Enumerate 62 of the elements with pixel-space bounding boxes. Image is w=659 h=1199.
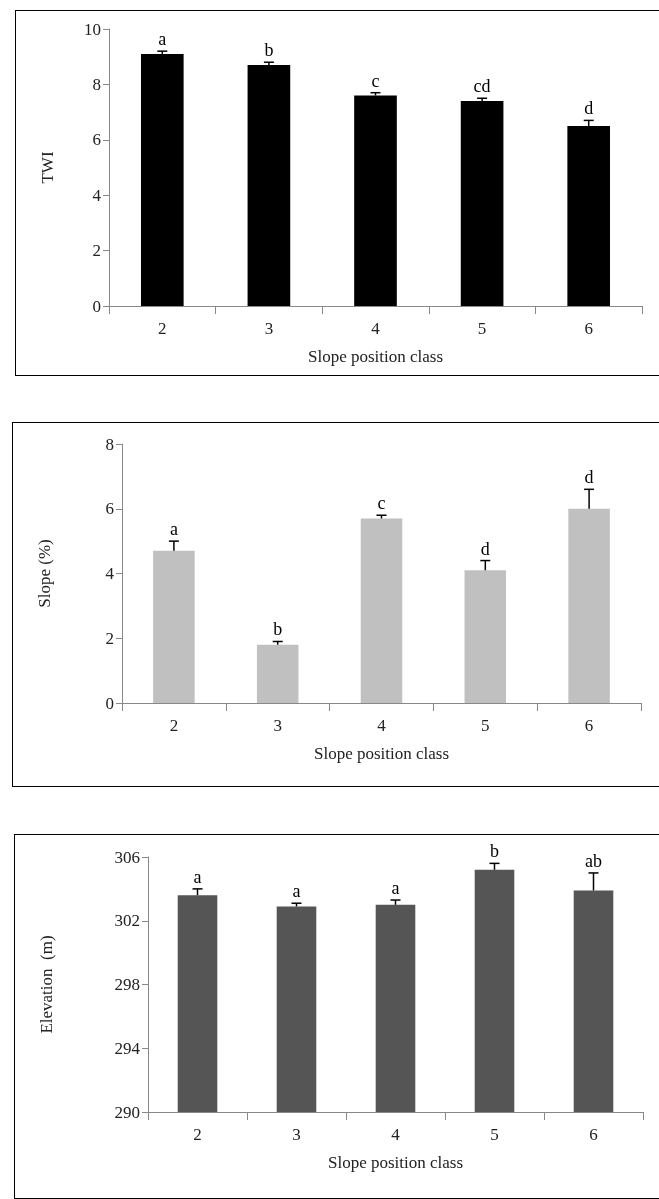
x-tick-label: 2	[169, 716, 179, 735]
y-axis-title: TWI	[38, 151, 57, 184]
x-tick-label: 5	[477, 319, 487, 338]
annotation: d	[584, 467, 594, 488]
annotation: b	[273, 619, 283, 640]
y-tick-label: 6	[92, 130, 101, 150]
bar	[140, 53, 184, 306]
y-tick-label: 2	[92, 241, 101, 261]
annotation: c	[371, 70, 380, 91]
annotation: d	[480, 538, 490, 559]
y-tick-label: 4	[105, 564, 115, 583]
y-tick-label: 2	[105, 628, 114, 648]
annotation: c	[377, 493, 386, 514]
annotation: b	[264, 40, 274, 61]
x-tick-label: 6	[589, 1125, 598, 1144]
bar	[153, 550, 195, 703]
x-axis-title: Slope position class	[327, 1153, 464, 1172]
y-tick-label: 8	[105, 434, 114, 454]
y-tick-label: 8	[92, 74, 101, 94]
x-tick-label: 3	[264, 319, 274, 338]
x-tick-label: 6	[584, 319, 593, 338]
x-tick-label: 4	[371, 319, 381, 338]
annotation: a	[169, 519, 178, 540]
bar	[460, 101, 504, 306]
annotation: a	[158, 29, 167, 50]
bar	[360, 518, 403, 703]
y-tick-label: 294	[114, 1038, 141, 1058]
x-axis-title: Slope position class	[307, 347, 444, 366]
annotation: cd	[473, 76, 491, 97]
annotation: a	[391, 878, 400, 899]
x-tick-label: 2	[158, 319, 167, 338]
annotation: a	[292, 881, 301, 902]
annotation: d	[584, 98, 594, 119]
x-tick-label: 5	[481, 716, 490, 735]
y-tick-label: 298	[114, 975, 140, 994]
y-tick-label: 306	[114, 847, 140, 867]
y-tick-label: 290	[114, 1102, 140, 1122]
bar	[464, 570, 507, 703]
x-tick-label: 6	[584, 716, 594, 735]
y-tick-label: 4	[92, 185, 102, 205]
y-axis-title: Slope (%)	[35, 539, 54, 608]
annotation: ab	[585, 850, 602, 871]
annotation: b	[490, 841, 499, 862]
y-tick-label: 302	[114, 911, 140, 931]
x-tick-label: 3	[273, 716, 282, 735]
y-tick-label: 0	[92, 296, 101, 316]
y-tick-label: 6	[105, 499, 114, 519]
x-axis-title: Slope position class	[313, 744, 450, 763]
annotation: a	[193, 866, 202, 887]
y-tick-label: 0	[105, 693, 114, 713]
bar	[568, 508, 610, 703]
bar	[256, 644, 299, 703]
x-tick-label: 2	[193, 1125, 202, 1144]
bar	[354, 95, 397, 306]
y-axis-title: Elevation (m)	[37, 935, 56, 1034]
x-tick-label: 4	[377, 716, 387, 735]
x-tick-label: 5	[490, 1125, 499, 1144]
bar	[567, 125, 611, 306]
x-tick-label: 3	[292, 1125, 301, 1144]
bar	[247, 65, 291, 306]
y-tick-label: 10	[84, 19, 101, 39]
x-tick-label: 4	[391, 1125, 401, 1144]
